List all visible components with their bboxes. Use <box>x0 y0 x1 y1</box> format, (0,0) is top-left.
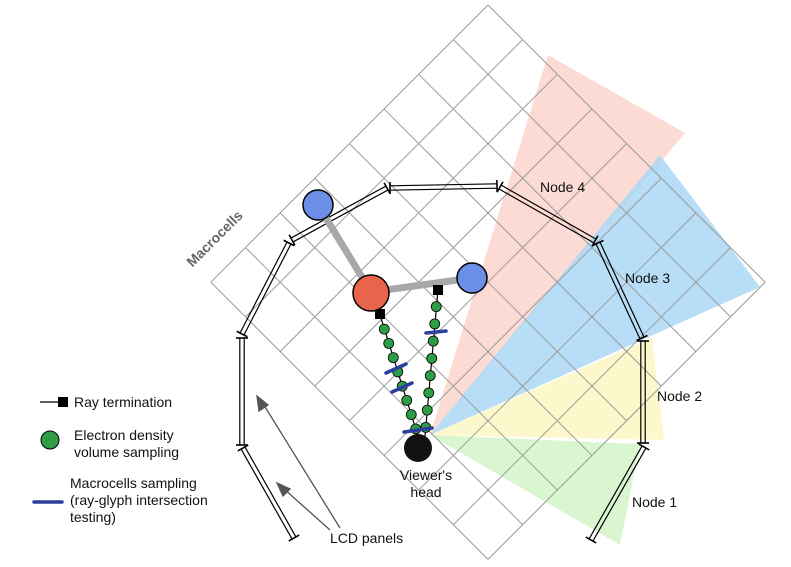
lcd-panel-edge <box>390 187 498 191</box>
node-3-label: Node 3 <box>625 270 670 286</box>
lcd-panel-cap <box>383 182 391 194</box>
electron-sample-dot <box>405 409 417 421</box>
node-frustums <box>430 55 760 545</box>
lcd-panel-edge <box>244 446 297 538</box>
lcd-panel-cap <box>496 181 504 193</box>
macro-mark <box>390 381 414 394</box>
lcd-panel-edge <box>599 241 645 338</box>
frustum-node-3 <box>430 155 760 435</box>
lcd-panel-cap <box>237 444 249 452</box>
viewer-head-label-line1: Viewer's <box>400 467 452 483</box>
lcd-panel-edge <box>592 447 647 542</box>
viewer-head-label-line2: head <box>410 484 441 500</box>
macro-mark <box>424 329 448 335</box>
electron-sample-dot <box>401 394 413 406</box>
macrocells-label: Macrocells <box>183 207 246 270</box>
legend-electron-line2: volume sampling <box>74 444 179 460</box>
legend-electron-dot <box>40 430 60 450</box>
grid-line <box>210 281 489 560</box>
lcd-panel-edge <box>239 241 288 334</box>
macro-mark <box>384 362 408 375</box>
lcd-panel-edge <box>588 445 643 540</box>
frustum-node-2 <box>430 338 664 440</box>
frustum-node-4 <box>430 55 685 435</box>
grid-line <box>487 281 766 560</box>
lcd-arrowhead-lower <box>275 481 292 498</box>
legend-ray-termination: Ray termination <box>74 394 172 410</box>
lcd-panel-edge <box>290 185 387 239</box>
electron-sample-dot <box>430 301 442 313</box>
electron-sample-dot <box>429 318 441 330</box>
lcd-panel-edge <box>292 189 389 243</box>
glyph-bonds <box>314 201 476 296</box>
grid-line <box>487 4 766 283</box>
electron-sample-dot <box>426 352 438 364</box>
grid-line <box>452 247 731 526</box>
glyph-red-center <box>352 274 390 312</box>
lcd-panel-edge <box>240 448 293 540</box>
grid-line <box>279 212 558 491</box>
lcd-panel-cap <box>592 239 604 247</box>
ray-termination-left <box>375 309 385 319</box>
lcd-panel-cap <box>585 536 597 544</box>
node-1-label: Node 1 <box>632 494 677 510</box>
legend-macro-line1: Macrocells sampling <box>70 475 197 491</box>
lcd-panels-pointers <box>256 394 341 531</box>
lcd-panel-wall <box>236 179 650 544</box>
electron-sample-dot <box>378 323 390 335</box>
lcd-panel-edge <box>500 184 597 240</box>
lcd-pointer-upper <box>261 401 341 529</box>
grid-line <box>245 247 524 526</box>
electron-sample-dot <box>423 387 435 399</box>
macrocell-sampling-marks <box>384 329 448 434</box>
electron-sample-dot <box>424 370 436 382</box>
lcd-panel-cap <box>636 334 648 342</box>
lcd-panel-cap <box>236 330 248 338</box>
node-4-label: Node 4 <box>540 179 585 195</box>
lcd-panel-edge <box>389 183 497 187</box>
lcd-panel-cap <box>283 239 295 247</box>
lcd-panel-cap <box>288 534 300 542</box>
lcd-panel-cap <box>288 234 296 246</box>
lcd-panel-cap <box>638 443 650 451</box>
macrocell-grid <box>210 4 766 560</box>
macro-mark <box>402 426 434 434</box>
lcd-pointer-lower <box>282 487 331 531</box>
glyph-blue-right <box>456 262 488 294</box>
electron-density-samples <box>378 301 442 435</box>
grid-line <box>418 212 697 491</box>
lcd-panel-edge <box>243 243 292 336</box>
lcd-panels-label: LCD panels <box>330 530 403 546</box>
electron-sample-dot <box>427 335 439 347</box>
legend: Ray termination Electron density volume … <box>32 394 208 525</box>
viewer-head <box>404 434 432 462</box>
legend-macro-line2: (ray-glyph intersection <box>70 492 208 508</box>
lcd-panel-edge <box>595 243 641 340</box>
legend-macro-line3: testing) <box>70 509 116 525</box>
node-2-label: Node 2 <box>657 388 702 404</box>
grid-line <box>314 177 593 456</box>
lcd-panel-edge <box>498 188 595 244</box>
glyph-blue-left <box>302 189 334 221</box>
frustum-node-1 <box>430 435 640 545</box>
electron-sample-dot <box>383 337 395 349</box>
legend-ray-square <box>58 397 68 407</box>
lcd-arrowhead-upper <box>256 394 270 413</box>
legend-electron-line1: Electron density <box>74 427 174 443</box>
electron-sample-dot <box>421 404 433 416</box>
electron-sample-dot <box>387 352 399 364</box>
ray-termination-right <box>433 285 443 295</box>
